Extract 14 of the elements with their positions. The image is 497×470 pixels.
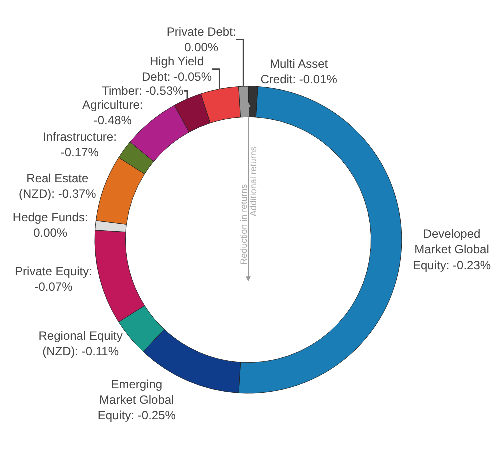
slice-label: Real Estate (NZD): -0.37%	[19, 172, 97, 202]
slice-label: Timber: -0.53%	[102, 84, 184, 98]
slice-label: Regional Equity (NZD): -0.11%	[38, 329, 123, 359]
slice-label: Agriculture: -0.48%	[82, 98, 144, 128]
slice-label: Multi Asset Credit: -0.01%	[260, 56, 338, 87]
slice-label: Developed Market Global Equity: -0.23%	[412, 227, 492, 272]
text: Additional returns	[248, 146, 259, 217]
slice-label: Private Debt: 0.00%	[166, 24, 236, 55]
slice-label: Emerging Market Global Equity: -0.25%	[98, 377, 176, 423]
slice-label: High Yield Debt: -0.05%	[142, 54, 212, 84]
slice-label: Private Equity: -0.07%	[15, 264, 92, 294]
text: Reduction in returns	[238, 184, 249, 265]
slice-label: Hedge Funds: 0.00%	[12, 210, 88, 240]
slice-label: Infrastructure: -0.17%	[42, 130, 117, 160]
